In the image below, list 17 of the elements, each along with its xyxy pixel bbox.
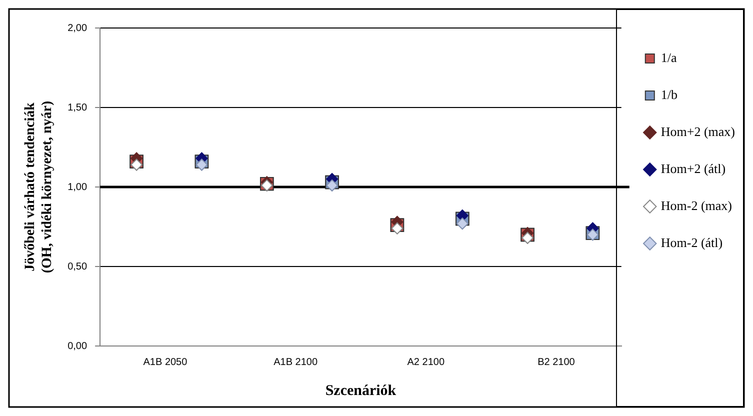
x-axis-title: Szcenáriók — [325, 382, 397, 399]
x-tick-label: A2 2100 — [407, 356, 445, 368]
legend-label: Hom-2 (átl) — [660, 234, 723, 250]
legend-label: Hom+2 (max) — [660, 124, 736, 139]
legend-label: 1/b — [660, 86, 678, 102]
x-tick-label: A1B 2100 — [274, 356, 318, 368]
legend-label: Hom-2 (max) — [660, 198, 732, 213]
legend-label: 1/a — [660, 50, 677, 65]
y-tick-label: 1,50 — [68, 102, 88, 114]
legend-label: Hom+2 (átl) — [660, 160, 726, 176]
x-tick-label: A1B 2050 — [143, 356, 188, 368]
y-axis-title: Jövőbeli várható tendenciák (OH, vidéki környezet, nyár) — [23, 100, 55, 274]
y-tick-label: 1,00 — [68, 182, 88, 193]
y-tick-label: 0,00 — [68, 340, 88, 352]
y-tick-label: 0,50 — [68, 261, 88, 272]
x-tick-label: B2 2100 — [538, 356, 576, 368]
y-tick-label: 2,00 — [68, 22, 88, 34]
